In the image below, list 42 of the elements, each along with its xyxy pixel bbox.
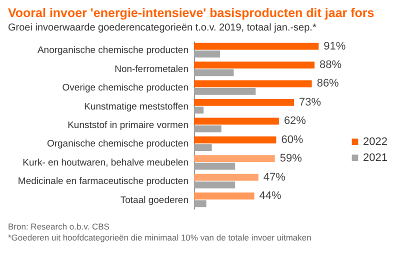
legend-label: 2021 — [363, 152, 388, 164]
bar — [194, 106, 204, 114]
y-tick-label: Kurk- en houtwaren, behalve meubelen — [22, 157, 188, 168]
bar — [194, 88, 256, 95]
bar — [194, 80, 312, 88]
y-tick-label: Kunstmatige meststoffen — [84, 101, 188, 112]
text: *Goederen uit hoofdcategorieën die minimaal 10% van de totale invoer uitmaken — [8, 232, 312, 242]
bar — [194, 136, 276, 144]
y-tick-label: Medicinale en farmaceutische producten — [18, 176, 188, 188]
data-label: 91% — [324, 40, 346, 52]
bar — [194, 182, 236, 188]
y-tick-label: Overige chemische producten — [62, 82, 188, 94]
data-label: 62% — [284, 115, 306, 128]
bar — [194, 69, 234, 76]
bar — [194, 174, 258, 181]
chart-title: Vooral invoer 'energie-intensieve' basisproducten dit jaar fors — [8, 6, 374, 20]
y-tick-label: Non-ferrometalen — [114, 64, 188, 75]
data-label: 86% — [316, 78, 340, 90]
bar — [194, 144, 212, 152]
data-label: 73% — [299, 96, 322, 108]
data-label: 59% — [280, 152, 302, 165]
y-tick-label: Organische chemische producten — [46, 138, 188, 150]
chart-subtitle: Groei invoerwaarde goederencategorieën t.o.v. 2019, totaal jan.-sep.* — [8, 22, 316, 34]
y-tick-label: Anorganische chemische producten — [37, 45, 188, 56]
bar — [194, 42, 319, 50]
bar — [194, 62, 315, 68]
bar — [194, 125, 222, 132]
bar — [194, 200, 206, 208]
data-label: 88% — [320, 59, 342, 72]
data-label: 60% — [281, 134, 304, 146]
y-tick-label: Totaal goederen — [120, 194, 188, 206]
bar — [194, 98, 294, 106]
bar — [194, 162, 236, 170]
text: Bron: Research o.b.v. CBS — [8, 222, 110, 232]
bar — [194, 155, 275, 162]
bar — [194, 50, 220, 58]
y-tick-label: Kunststof in primaire vormen — [68, 120, 188, 131]
bar — [194, 192, 254, 200]
data-label: 44% — [259, 190, 282, 202]
legend-label: 2022 — [363, 136, 388, 148]
bar — [194, 118, 279, 125]
data-label: 47% — [263, 171, 286, 184]
